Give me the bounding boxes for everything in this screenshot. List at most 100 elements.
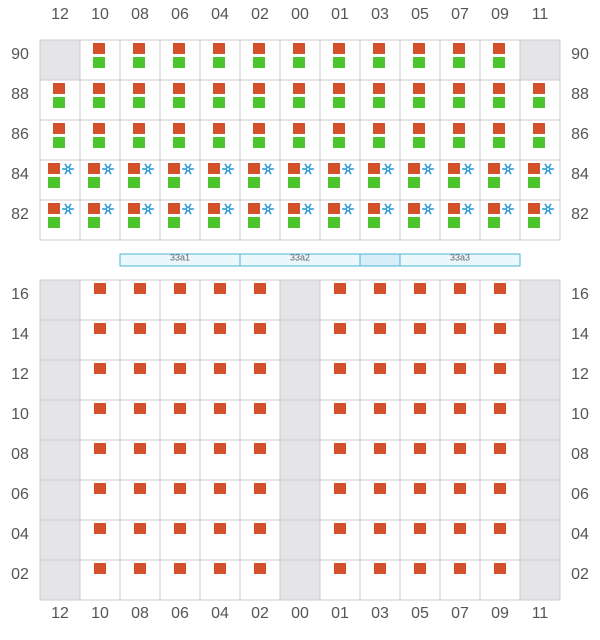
- container: [134, 363, 146, 374]
- container-top: [93, 83, 105, 94]
- container: [134, 283, 146, 294]
- slot: [519, 279, 561, 321]
- reefer-dot: [505, 206, 511, 212]
- container: [94, 443, 106, 454]
- reefer-dot: [265, 166, 271, 172]
- container: [374, 323, 386, 334]
- container-bottom: [413, 57, 425, 68]
- container: [174, 323, 186, 334]
- container-bottom: [208, 177, 220, 188]
- container-top: [248, 163, 260, 174]
- row-label: 86: [571, 126, 589, 143]
- row-label: 84: [11, 166, 29, 183]
- reefer-icon: [302, 203, 314, 215]
- reefer-icon: [422, 163, 434, 175]
- container: [134, 403, 146, 414]
- container: [334, 483, 346, 494]
- reefer-dot: [345, 206, 351, 212]
- reefer-icon: [262, 203, 274, 215]
- container-top: [253, 123, 265, 134]
- container-bottom: [368, 177, 380, 188]
- container-top: [88, 203, 100, 214]
- reefer-icon: [222, 203, 234, 215]
- slot: [279, 519, 321, 561]
- container: [414, 483, 426, 494]
- hatch-label: 33a1: [170, 252, 190, 262]
- container-top: [53, 83, 65, 94]
- container: [214, 563, 226, 574]
- column-label: 11: [532, 605, 549, 622]
- row-label: 10: [571, 406, 589, 423]
- container-bottom: [448, 217, 460, 228]
- container-top: [448, 163, 460, 174]
- container-bottom: [528, 217, 540, 228]
- container-top: [213, 123, 225, 134]
- container: [134, 323, 146, 334]
- row-label: 08: [571, 446, 589, 463]
- row-label: 10: [11, 406, 29, 423]
- container: [454, 563, 466, 574]
- container-top: [333, 83, 345, 94]
- container-bottom: [373, 137, 385, 148]
- reefer-icon: [262, 163, 274, 175]
- container-top: [133, 123, 145, 134]
- reefer-dot: [265, 206, 271, 212]
- container: [174, 523, 186, 534]
- container: [454, 323, 466, 334]
- container-bottom: [368, 217, 380, 228]
- container-top: [168, 163, 180, 174]
- container: [494, 443, 506, 454]
- container: [414, 523, 426, 534]
- container-top: [293, 83, 305, 94]
- row-label: 14: [11, 326, 29, 343]
- column-label: 06: [171, 605, 189, 622]
- container: [374, 483, 386, 494]
- container: [334, 523, 346, 534]
- container: [414, 403, 426, 414]
- column-label: 00: [291, 605, 309, 622]
- slot: [519, 559, 561, 601]
- slot: [199, 359, 241, 401]
- column-label: 02: [251, 6, 269, 23]
- slot: [279, 479, 321, 521]
- container: [94, 363, 106, 374]
- container-top: [168, 203, 180, 214]
- container-top: [368, 203, 380, 214]
- container-top: [408, 163, 420, 174]
- container: [414, 443, 426, 454]
- container-top: [448, 203, 460, 214]
- container-bottom: [48, 177, 60, 188]
- container-top: [413, 43, 425, 54]
- column-label: 03: [371, 605, 389, 622]
- row-label: 14: [571, 326, 589, 343]
- container-bottom: [213, 57, 225, 68]
- row-label: 84: [571, 166, 589, 183]
- slot: [39, 439, 81, 481]
- container-top: [208, 163, 220, 174]
- container: [454, 403, 466, 414]
- container-bottom: [288, 177, 300, 188]
- container: [254, 563, 266, 574]
- container-bottom: [453, 97, 465, 108]
- hatch-overlap: [359, 253, 401, 267]
- reefer-dot: [185, 206, 191, 212]
- column-label: 00: [291, 6, 309, 23]
- container: [254, 403, 266, 414]
- slot: [519, 399, 561, 441]
- container: [94, 283, 106, 294]
- reefer-dot: [145, 206, 151, 212]
- hatch-label: 33a2: [290, 252, 310, 262]
- slot: [519, 519, 561, 561]
- reefer-dot: [305, 166, 311, 172]
- reefer-dot: [225, 206, 231, 212]
- container-bottom: [173, 97, 185, 108]
- container: [334, 363, 346, 374]
- container-top: [328, 203, 340, 214]
- container-bottom: [533, 97, 545, 108]
- container: [494, 363, 506, 374]
- reefer-dot: [65, 206, 71, 212]
- slot: [399, 479, 441, 521]
- container-bottom: [373, 97, 385, 108]
- slot: [39, 319, 81, 361]
- reefer-dot: [305, 206, 311, 212]
